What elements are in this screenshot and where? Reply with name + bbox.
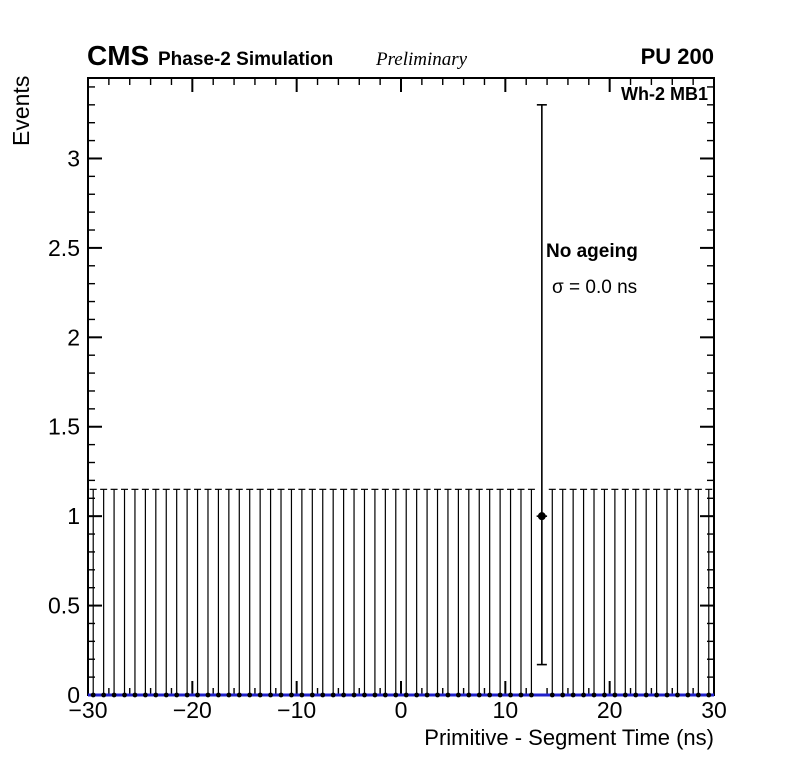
svg-text:30: 30 xyxy=(701,697,727,723)
simulation-label: Phase-2 Simulation xyxy=(158,49,334,70)
svg-text:−10: −10 xyxy=(277,697,316,723)
svg-text:1: 1 xyxy=(67,503,80,529)
svg-text:−30: −30 xyxy=(68,697,107,723)
y-axis-title: Events xyxy=(8,75,34,146)
svg-text:10: 10 xyxy=(493,697,519,723)
svg-text:−20: −20 xyxy=(173,697,212,723)
svg-text:1.5: 1.5 xyxy=(48,414,80,440)
preliminary-label: Preliminary xyxy=(376,49,468,70)
svg-text:20: 20 xyxy=(597,697,623,723)
pileup-label: PU 200 xyxy=(640,44,714,69)
svg-text:3: 3 xyxy=(67,145,80,171)
svg-text:2.5: 2.5 xyxy=(48,235,80,261)
svg-text:0: 0 xyxy=(395,697,408,723)
x-axis-title: Primitive - Segment Time (ns) xyxy=(424,725,714,750)
region-label: Wh-2 MB1 xyxy=(621,84,708,104)
cms-label: CMS xyxy=(87,40,150,71)
svg-text:2: 2 xyxy=(67,324,80,350)
svg-text:0: 0 xyxy=(67,682,80,708)
sigma-label: σ = 0.0 ns xyxy=(552,277,638,298)
svg-text:0.5: 0.5 xyxy=(48,593,80,619)
annotation-title: No ageing xyxy=(546,241,638,262)
